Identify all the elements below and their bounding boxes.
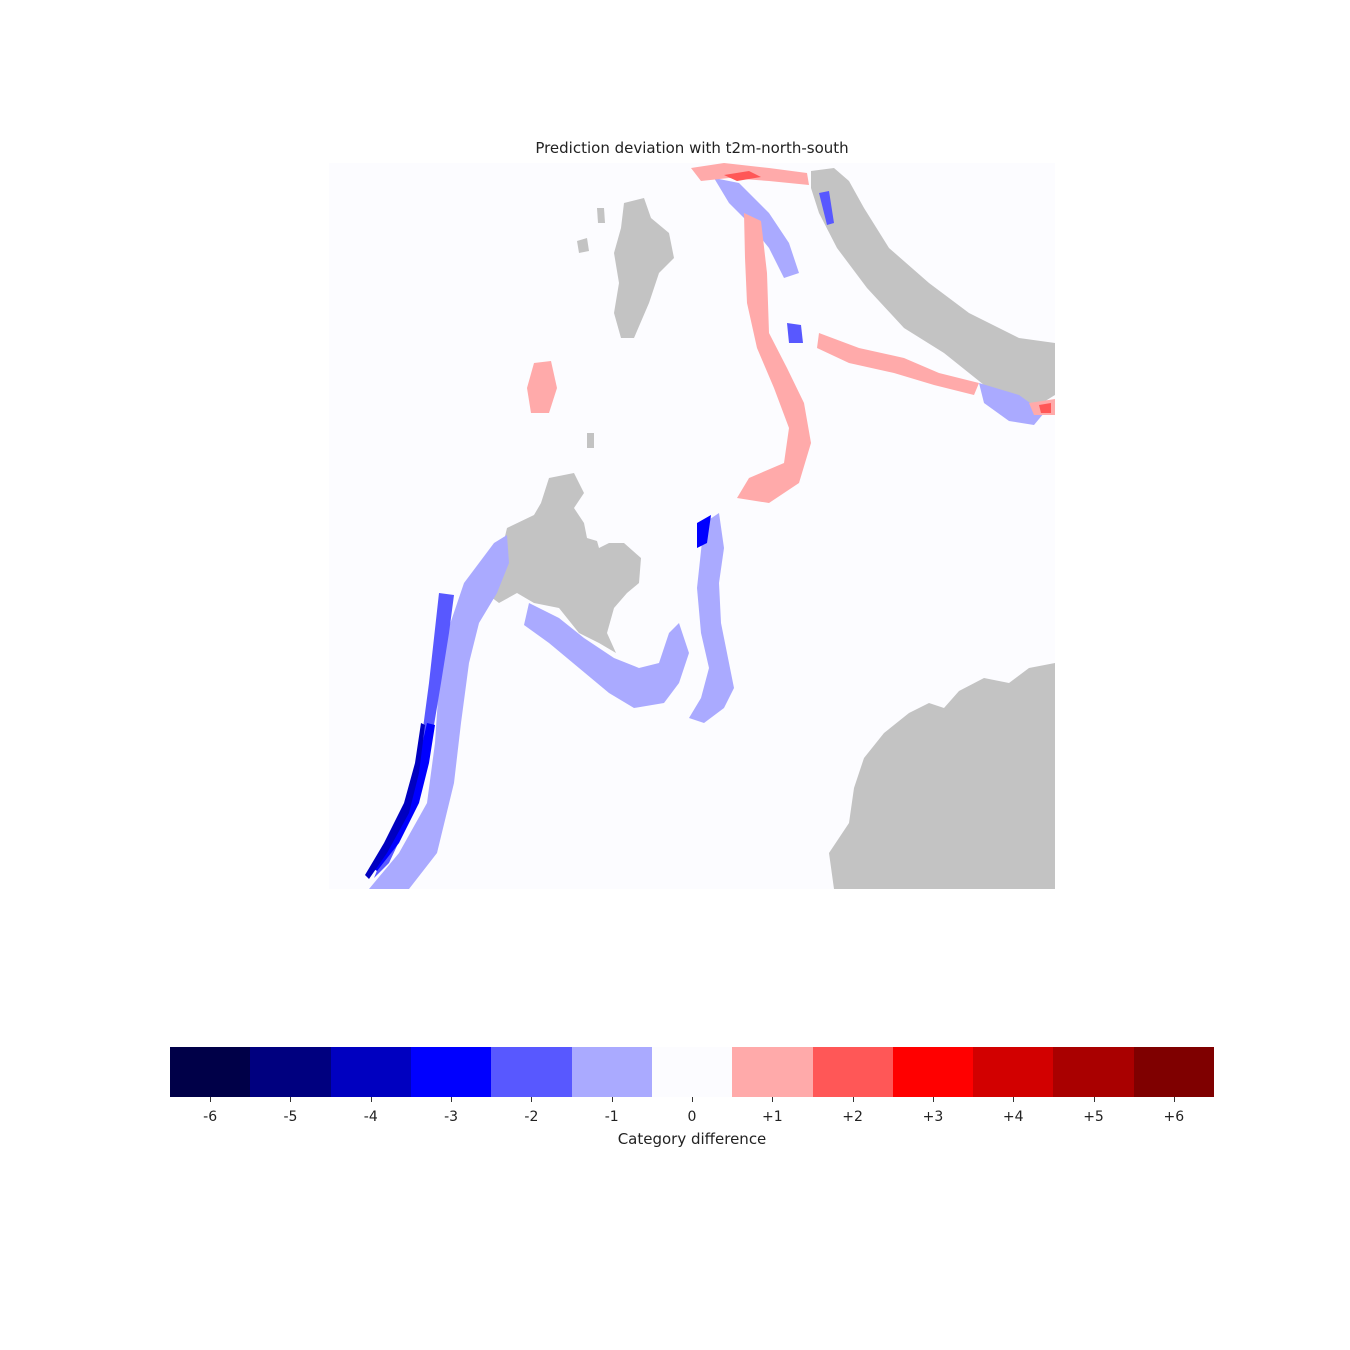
dev-minus2-north-spot (787, 323, 803, 343)
colorbar-tick-label: +2 (813, 1097, 893, 1125)
colorbar-tick-label: +6 (1134, 1097, 1214, 1125)
colorbar-swatch (410, 1047, 492, 1097)
colorbar-tick-label: +1 (732, 1097, 812, 1125)
colorbar-swatch (812, 1047, 893, 1097)
colorbar-tick-label: +4 (973, 1097, 1053, 1125)
dev-minus1-northeast (979, 383, 1044, 425)
dev-plus2-north-belt (724, 171, 761, 181)
land-greenland-east (811, 168, 1055, 408)
colorbar-swatch (491, 1047, 572, 1097)
colorbar-ticks: -6 -5 -4 -3 -2 -1 0 +1 +2 +3 +4 +5 +6 (170, 1097, 1214, 1127)
deviation-plus-1 (527, 163, 1055, 503)
colorbar-swatch (892, 1047, 974, 1097)
colorbar-tick-label: -2 (491, 1097, 571, 1125)
colorbar (170, 1047, 1215, 1097)
dev-minus1-svalbard-south (524, 603, 689, 708)
colorbar-tick-label: +5 (1054, 1097, 1134, 1125)
land-small-island-c (587, 433, 594, 448)
dev-minus1-west-shelf (369, 535, 509, 889)
colorbar-swatch (651, 1047, 733, 1097)
colorbar-tick-label: +3 (893, 1097, 973, 1125)
dev-minus2-northeast (819, 191, 834, 225)
dev-minus2-west-shelf (374, 593, 454, 878)
colorbar-tick-label: -5 (250, 1097, 330, 1125)
colorbar-swatch (973, 1047, 1054, 1097)
land-svalbard-main (479, 473, 641, 653)
dev-minus3-fram-spot (697, 515, 711, 548)
colorbar-swatch (330, 1047, 411, 1097)
colorbar-swatch (170, 1047, 251, 1097)
dev-plus1-svalbard-north (527, 361, 557, 413)
land-small-island-b (597, 208, 605, 223)
colorbar-tick-label: 0 (652, 1097, 732, 1125)
deviation-map (329, 163, 1055, 889)
colorbar-tick-label: -6 (170, 1097, 250, 1125)
map-panel (329, 163, 1055, 889)
land-norway (829, 663, 1055, 889)
colorbar-tick-label: -1 (572, 1097, 652, 1125)
deviation-minus-2 (374, 191, 834, 878)
colorbar-label: Category difference (617, 1130, 767, 1148)
map-title: Prediction deviation with t2m-north-sout… (535, 139, 849, 157)
colorbar-swatch (571, 1047, 652, 1097)
dev-plus1-fram-east (737, 213, 811, 503)
colorbar-swatch (1133, 1047, 1215, 1097)
dev-plus1-arc (817, 333, 979, 395)
colorbar-tick-label: -3 (411, 1097, 491, 1125)
deviation-minus-4 (365, 723, 425, 879)
land-masses (479, 168, 1055, 889)
land-svalbard-north (614, 198, 674, 338)
colorbar-tick-label: -4 (331, 1097, 411, 1125)
deviation-minus-1 (369, 178, 1044, 889)
colorbar-swatch (250, 1047, 331, 1097)
land-small-island-a (577, 238, 589, 253)
deviation-plus-2 (724, 171, 1051, 413)
colorbar-swatch (732, 1047, 813, 1097)
dev-minus4-west-shelf (365, 723, 425, 879)
dev-minus1-fram-strait (689, 513, 734, 723)
colorbar-swatch (1053, 1047, 1134, 1097)
dev-plus2-east-spot (1039, 403, 1051, 413)
